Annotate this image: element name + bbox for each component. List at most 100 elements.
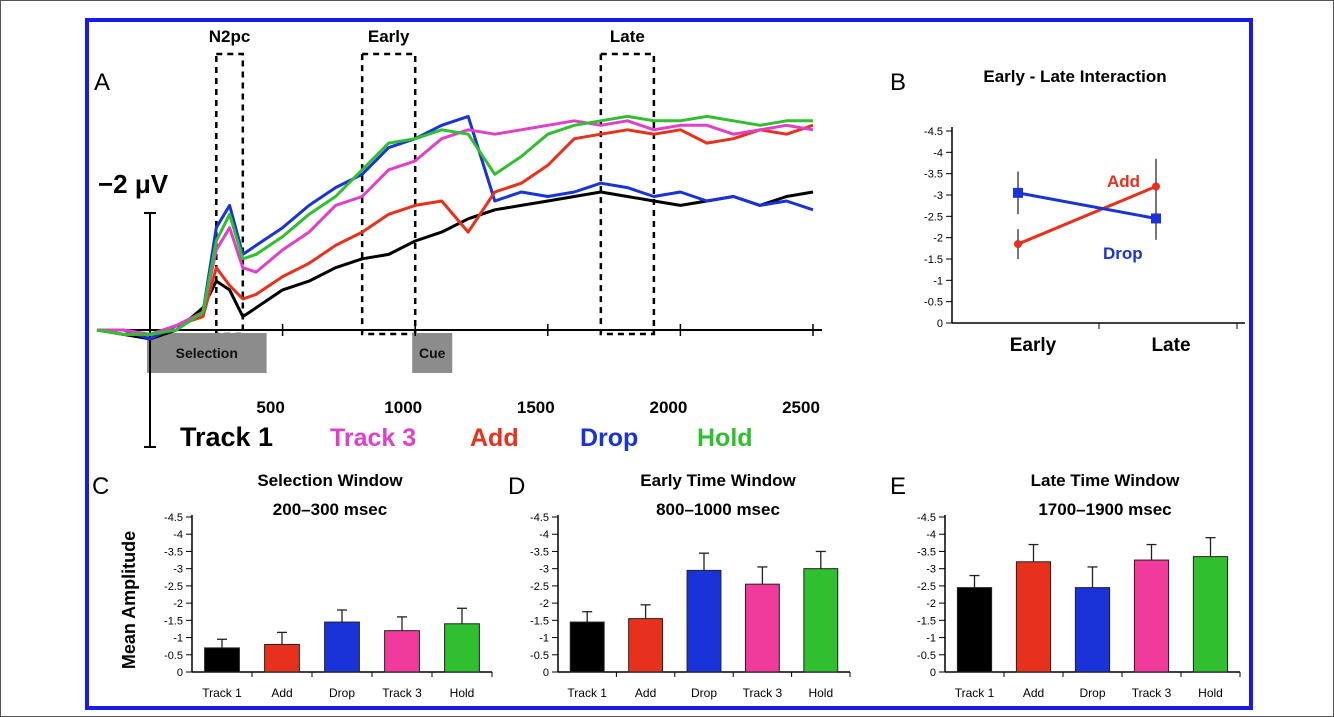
panel-label-b: B (890, 69, 906, 96)
bar-track-3 (1133, 559, 1170, 673)
panel-b-y-tick-label: -0.5 (924, 297, 943, 309)
x-tick-label-track-3: Track 3 (382, 686, 422, 700)
panel-b-y-tick-label: -2 (933, 233, 943, 245)
panel-e-title: Late Time Window (1031, 471, 1181, 490)
bar-track-3 (744, 583, 780, 673)
legend-drop: Drop (580, 424, 638, 452)
window-label-n2pc: N2pc (209, 27, 251, 46)
y-tick-label: -4 (926, 529, 936, 541)
panel-b-y-tick-label: -3.5 (924, 169, 943, 181)
bar-track-3 (384, 630, 420, 673)
y-tick-label: -4.5 (530, 512, 549, 524)
y-tick-label: -2 (173, 598, 183, 610)
panel-b-marker-add (1014, 240, 1022, 249)
y-tick-label: -1.5 (530, 615, 549, 627)
blue-frame (85, 18, 1253, 710)
x-tick-label-track-3: Track 3 (743, 686, 783, 700)
x-tick-label-track-1: Track 1 (955, 686, 995, 700)
waveform-legend: Track 1 Track 3 Add Drop Hold (180, 422, 753, 452)
panel-label-a: A (94, 69, 110, 96)
y-tick-label: -0.5 (917, 650, 936, 662)
x-tick-label-drop: Drop (329, 686, 355, 700)
time-tick-label-500: 500 (256, 398, 284, 417)
panel-b-label-drop: Drop (1103, 244, 1143, 263)
event-label-selection: Selection (176, 345, 238, 361)
event-box-selection (147, 333, 267, 373)
y-tick-label: -2.5 (917, 581, 936, 593)
y-tick-label: -3 (926, 564, 936, 576)
y-tick-label: 0 (543, 667, 549, 679)
y-tick-label: -2.5 (530, 581, 549, 593)
panel-b-y-tick-label: -1.5 (924, 254, 943, 266)
bar-drop (324, 621, 360, 673)
panel-b-y-tick-label: -4.5 (924, 126, 943, 138)
panel-b-label-add: Add (1107, 172, 1140, 191)
time-tick-label-1000: 1000 (384, 398, 422, 417)
time-tick-label-2000: 2000 (649, 398, 687, 417)
y-tick-label: -4 (539, 529, 549, 541)
panel-b-y-tick-label: -4 (933, 147, 943, 159)
legend-add: Add (470, 424, 519, 452)
legend-track-1: Track 1 (180, 422, 273, 452)
waveform-add (96, 123, 814, 336)
bar-hold (803, 568, 839, 673)
y-tick-label: -0.5 (530, 650, 549, 662)
window-box-late (599, 52, 656, 336)
y-tick-label: -2 (539, 598, 549, 610)
panel-label-c: C (92, 473, 109, 500)
waveform-drop (97, 114, 814, 341)
voltage-scale-label: −2 μV (98, 169, 169, 199)
panel-b-y-tick-label: -1 (933, 275, 943, 287)
y-tick-label: 0 (930, 667, 936, 679)
y-tick-label: -1 (539, 633, 549, 645)
bar-track-1 (569, 621, 605, 673)
bar-track-1 (956, 587, 993, 673)
y-tick-label: -4.5 (917, 512, 936, 524)
x-tick-label-hold: Hold (808, 686, 833, 700)
y-tick-label: -2.5 (164, 581, 183, 593)
bar-drop (1074, 587, 1111, 673)
panel-label-d: D (508, 473, 525, 500)
panel-b-x-tick-label-late: Late (1151, 335, 1190, 356)
window-box-early (360, 52, 417, 336)
bar-add (1015, 561, 1052, 673)
bar-hold (444, 623, 480, 673)
panel-b-title: Early - Late Interaction (983, 67, 1166, 86)
y-tick-label: -1.5 (164, 615, 183, 627)
panel-c-selection-window: Selection Window 200–300 msec Mean Ampli… (119, 471, 493, 700)
panel-a-erp-waveforms: −2 μV N2pc Early Late Selection Cue 500 1000 15… (96, 27, 822, 452)
panel-c-title: Selection Window (257, 471, 403, 490)
legend-track-3: Track 3 (330, 424, 416, 452)
y-tick-label: -3.5 (164, 546, 183, 558)
panel-b-marker-drop (1151, 213, 1161, 224)
panel-b-line-add (1017, 185, 1157, 246)
bar-drop (686, 569, 722, 673)
y-tick-label: -3.5 (530, 546, 549, 558)
bar-track-1 (204, 647, 240, 673)
x-tick-label-hold: Hold (1198, 686, 1223, 700)
x-tick-label-add: Add (635, 686, 656, 700)
panel-b-y-tick-label: -2.5 (924, 211, 943, 223)
y-tick-label: -0.5 (164, 650, 183, 662)
legend-hold: Hold (697, 424, 753, 452)
x-tick-label-drop: Drop (1079, 686, 1105, 700)
x-tick-label-track-1: Track 1 (202, 686, 242, 700)
y-tick-label: -3 (173, 564, 183, 576)
panel-b-x-tick-label-early: Early (1010, 335, 1057, 356)
y-axis-label: Mean Amplitude (119, 531, 139, 669)
bar-hold (1192, 556, 1229, 673)
event-box-cue (412, 333, 453, 373)
event-label-cue: Cue (419, 345, 446, 361)
y-tick-label: -1 (173, 633, 183, 645)
panel-b-line-drop (1017, 191, 1157, 220)
y-tick-label: -3.5 (917, 546, 936, 558)
y-tick-label: -4 (173, 529, 183, 541)
bar-add (628, 618, 664, 673)
waveform-track-1 (96, 190, 814, 341)
x-tick-label-track-3: Track 3 (1132, 686, 1172, 700)
time-tick-label-2500: 2500 (782, 398, 820, 417)
y-tick-label: -1.5 (917, 615, 936, 627)
x-tick-label-add: Add (271, 686, 292, 700)
y-tick-label: -4.5 (164, 512, 183, 524)
